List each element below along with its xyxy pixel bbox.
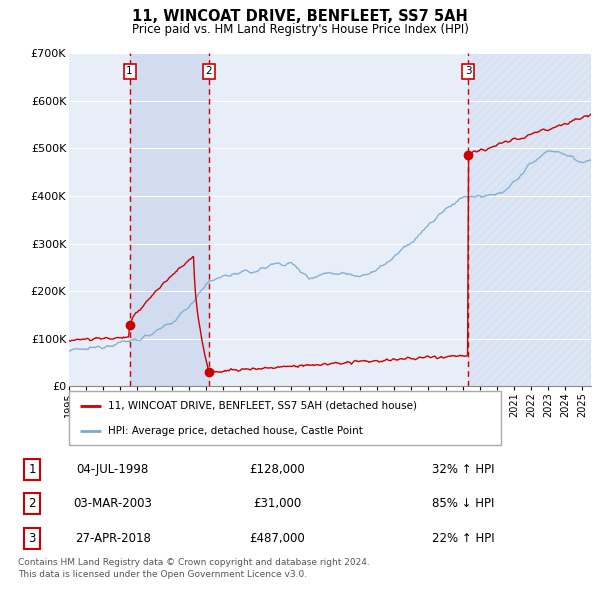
Text: 11, WINCOAT DRIVE, BENFLEET, SS7 5AH (detached house): 11, WINCOAT DRIVE, BENFLEET, SS7 5AH (de… xyxy=(108,401,417,411)
Text: £128,000: £128,000 xyxy=(249,463,305,476)
Bar xyxy=(130,53,209,386)
Bar xyxy=(468,53,591,386)
Text: 85% ↓ HPI: 85% ↓ HPI xyxy=(433,497,495,510)
Text: 2: 2 xyxy=(28,497,36,510)
Text: 32% ↑ HPI: 32% ↑ HPI xyxy=(433,463,495,476)
FancyBboxPatch shape xyxy=(69,391,501,445)
Text: HPI: Average price, detached house, Castle Point: HPI: Average price, detached house, Cast… xyxy=(108,426,363,436)
Text: 27-APR-2018: 27-APR-2018 xyxy=(75,532,151,545)
Text: Price paid vs. HM Land Registry's House Price Index (HPI): Price paid vs. HM Land Registry's House … xyxy=(131,23,469,36)
Text: 22% ↑ HPI: 22% ↑ HPI xyxy=(433,532,495,545)
Text: 3: 3 xyxy=(465,67,472,77)
Text: £31,000: £31,000 xyxy=(253,497,301,510)
Text: 3: 3 xyxy=(28,532,36,545)
Text: 04-JUL-1998: 04-JUL-1998 xyxy=(77,463,149,476)
Text: 2: 2 xyxy=(206,67,212,77)
Text: £487,000: £487,000 xyxy=(249,532,305,545)
Text: Contains HM Land Registry data © Crown copyright and database right 2024.
This d: Contains HM Land Registry data © Crown c… xyxy=(18,558,370,579)
Text: 11, WINCOAT DRIVE, BENFLEET, SS7 5AH: 11, WINCOAT DRIVE, BENFLEET, SS7 5AH xyxy=(132,9,468,24)
Text: 03-MAR-2003: 03-MAR-2003 xyxy=(73,497,152,510)
Text: 1: 1 xyxy=(28,463,36,476)
Text: 1: 1 xyxy=(126,67,133,77)
